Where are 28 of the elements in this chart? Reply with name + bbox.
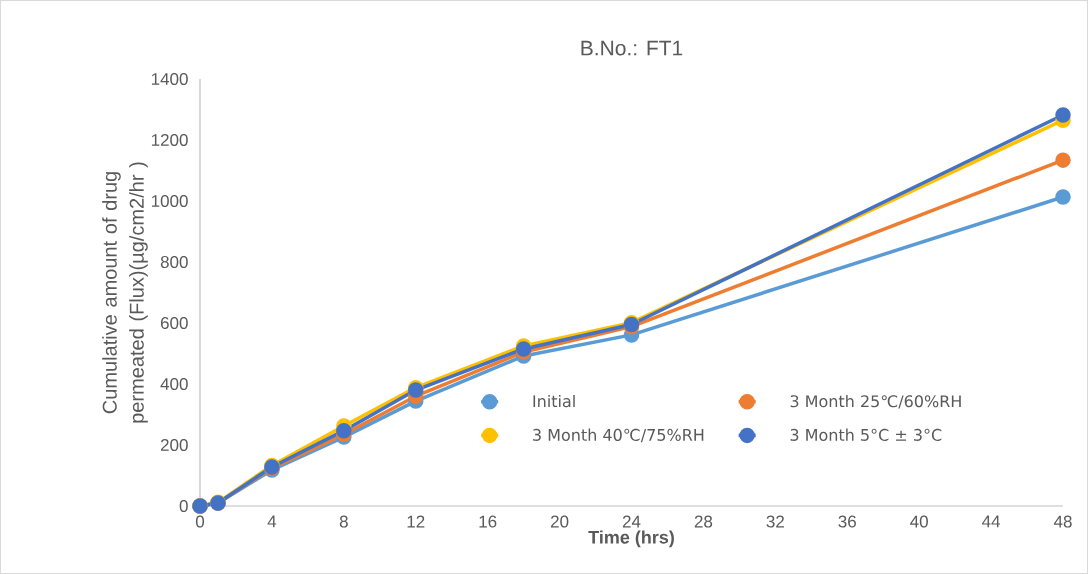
x-tick-label: 8 — [339, 515, 348, 528]
x-tick-label: 28 — [694, 515, 713, 528]
x-tick-label: 32 — [766, 515, 784, 528]
legend-label: 3 Month 5°C ± 3°C — [790, 428, 942, 441]
legend-label: 3 Month 40℃/75%RH — [533, 428, 704, 443]
x-tick-label: 48 — [1053, 515, 1072, 528]
y-tick-label: 0 — [179, 499, 188, 513]
legend-label: 3 Month 25℃/60%RH — [790, 394, 961, 409]
y-axis-title: Cumulative amount of drug permeated (Flux)(µg/cm2/hr ) — [102, 162, 148, 423]
x-tick-label: 36 — [838, 515, 856, 528]
y-tick-label: 1000 — [151, 194, 188, 208]
x-tick-label: 44 — [982, 515, 1001, 528]
x-tick-label: 4 — [267, 515, 277, 528]
y-tick-label: 1400 — [151, 72, 188, 86]
x-tick-label: 0 — [195, 515, 205, 528]
y-tick-label: 800 — [160, 255, 188, 269]
x-tick-label: 16 — [479, 515, 497, 528]
y-tick-label: 200 — [160, 438, 188, 452]
y-tick-label: 1200 — [151, 133, 188, 147]
x-tick-label: 40 — [910, 515, 928, 528]
chart-title: B.No.: FT1 — [581, 40, 683, 56]
legend-label: Initial — [533, 394, 575, 408]
x-tick-label: 20 — [550, 515, 569, 528]
x-tick-label: 12 — [407, 515, 425, 528]
y-tick-label: 400 — [160, 377, 188, 391]
x-tick-label: 24 — [622, 515, 641, 528]
x-axis-title: Time (hrs) — [588, 530, 674, 548]
y-tick-label: 600 — [160, 316, 188, 330]
